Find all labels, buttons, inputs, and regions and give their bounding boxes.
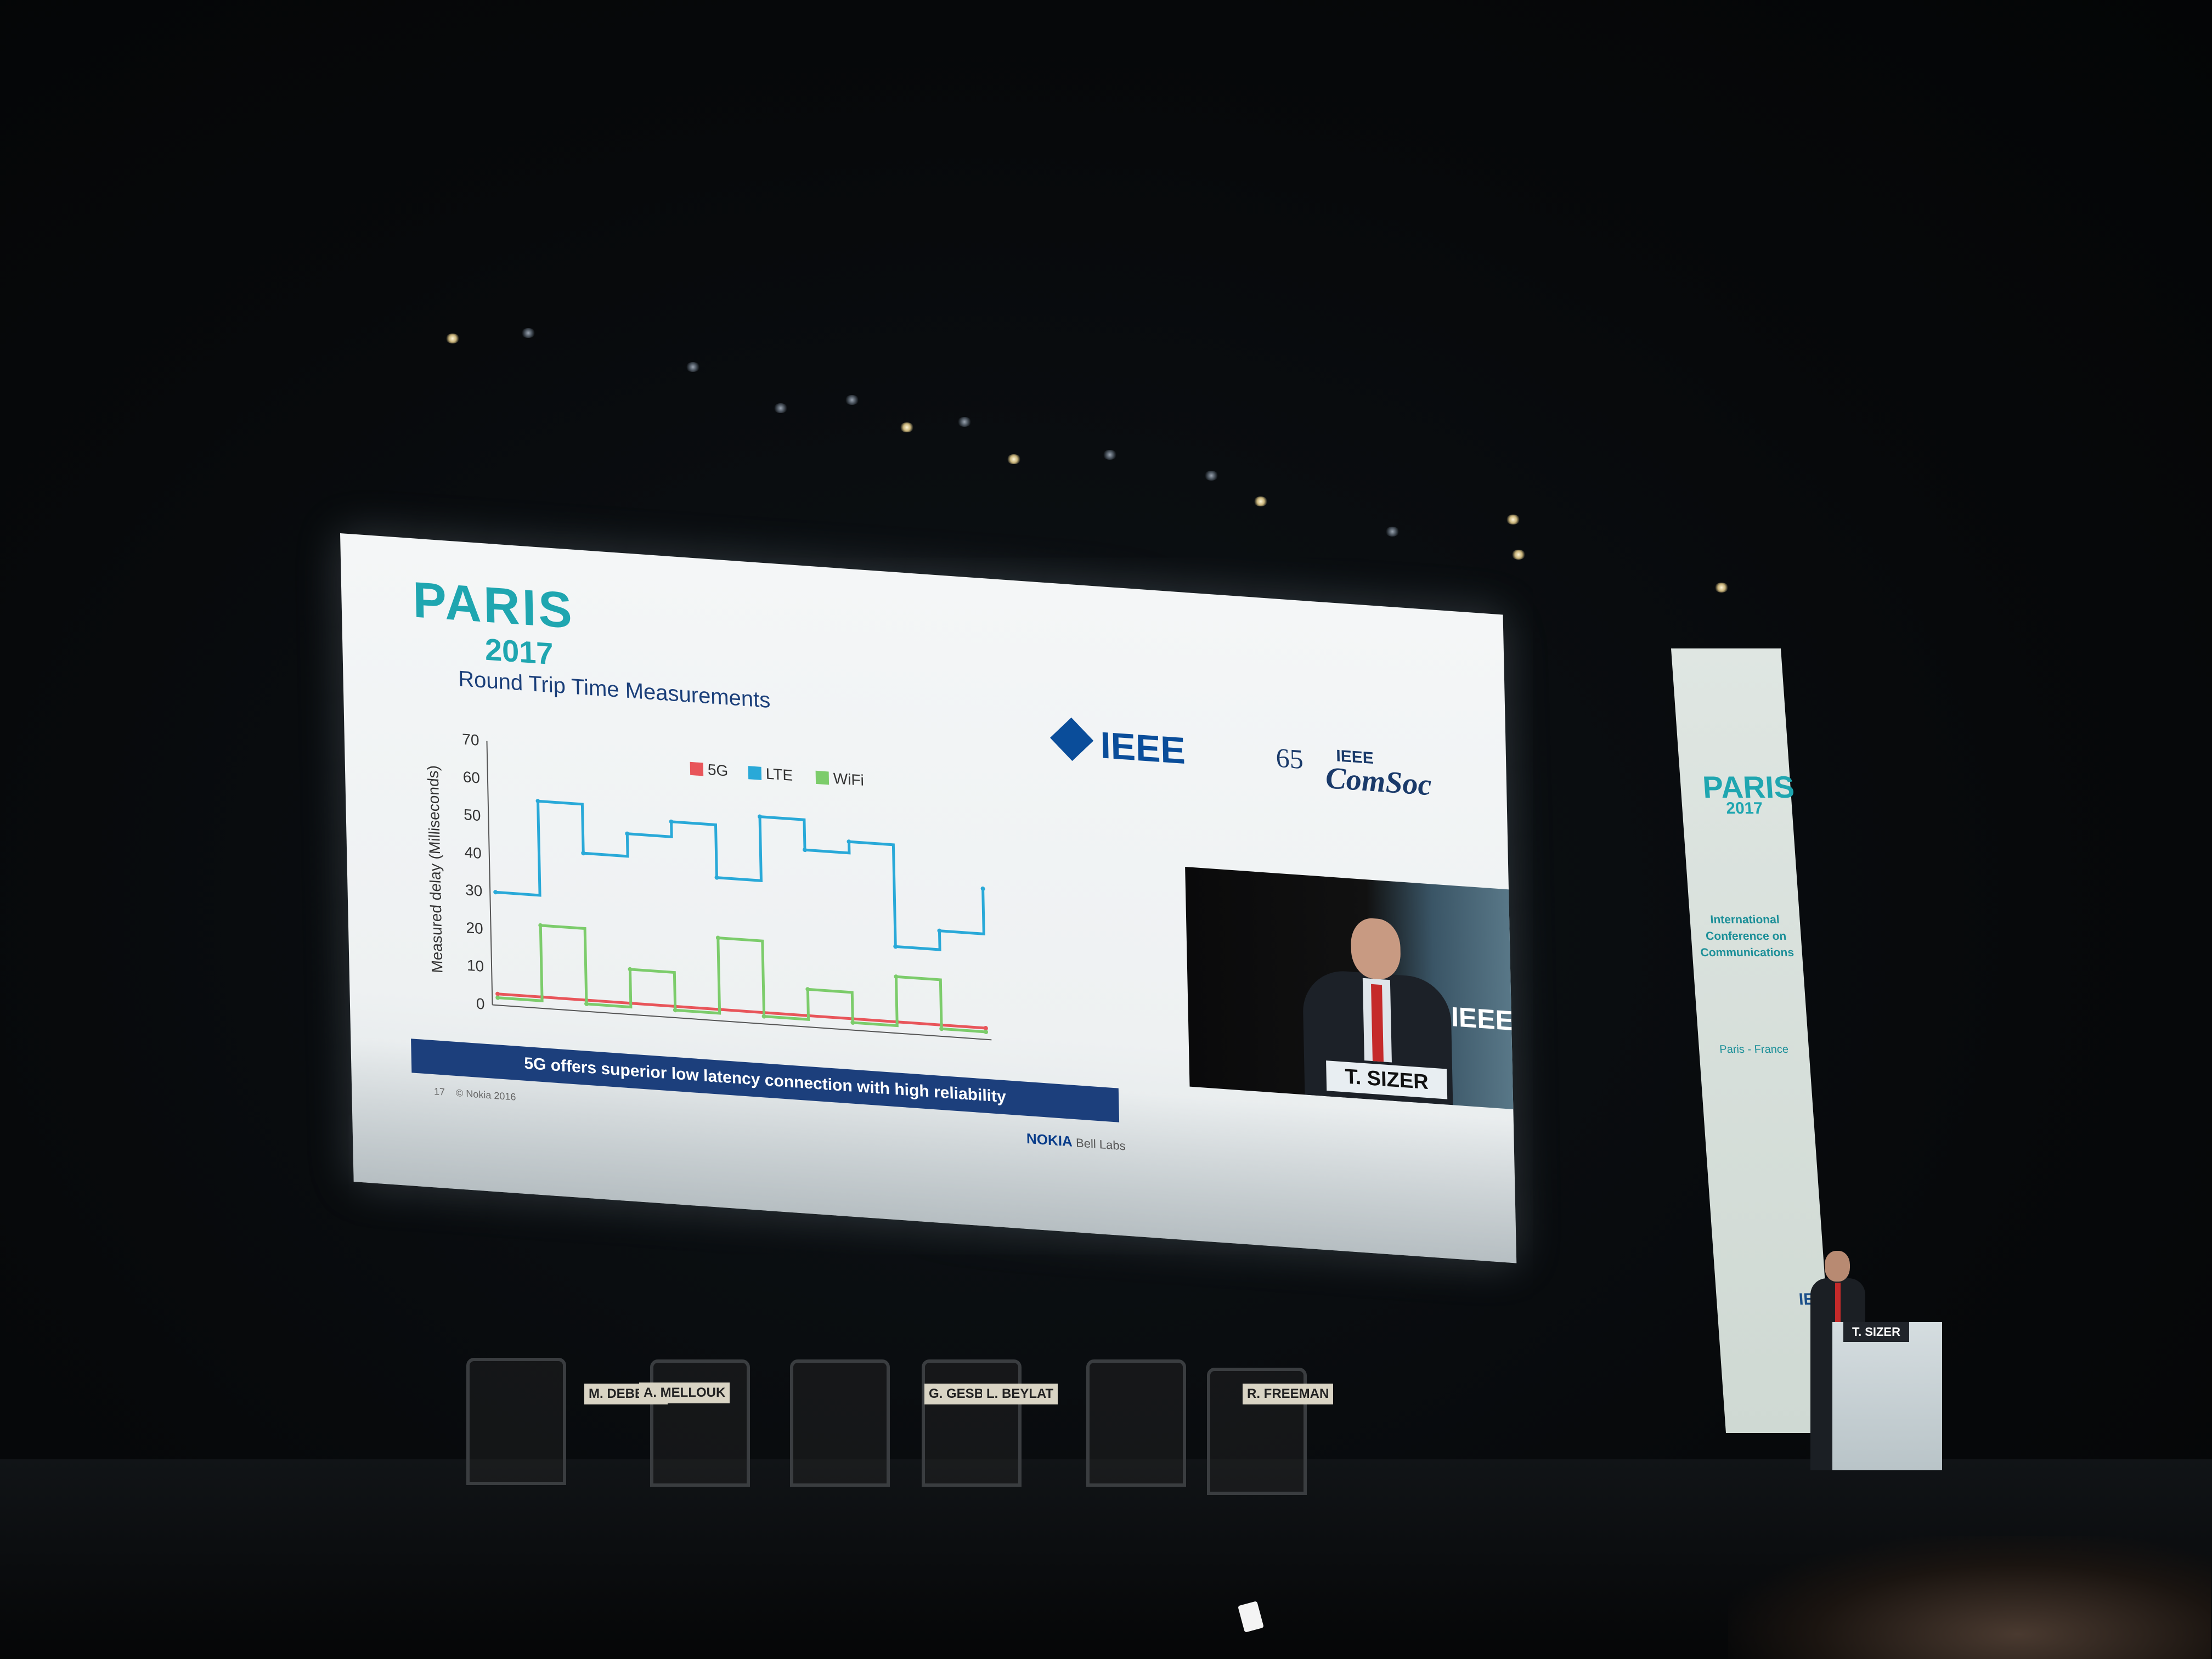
ceiling-light <box>900 422 914 432</box>
ceiling-light <box>845 395 859 405</box>
y-tick-label: 70 <box>462 731 479 749</box>
stage-chair <box>650 1359 750 1487</box>
stage-chair <box>466 1358 566 1485</box>
rtt-chart-svg: Measured delay (Milliseconds) 0 10 20 30 40 50… <box>425 731 992 1041</box>
nokia-text: NOKIA <box>1026 1130 1073 1150</box>
speaker-tie <box>1371 984 1384 1062</box>
data-point-5g <box>983 1026 988 1031</box>
ceiling-light <box>686 362 700 372</box>
data-point-5g <box>495 991 500 996</box>
ceiling-light <box>774 403 788 413</box>
data-point-wifi <box>805 987 810 992</box>
ceiling-light <box>1714 583 1729 592</box>
slide-title: Round Trip Time Measurements <box>458 667 771 713</box>
ceiling-light <box>1511 550 1526 560</box>
legend-label: 5G <box>708 761 729 780</box>
icc-paris-logo: PARIS <box>412 572 575 639</box>
data-point-lte <box>625 831 630 836</box>
nameplate: L. BEYLAT <box>982 1384 1058 1404</box>
stage-chair <box>1086 1359 1186 1487</box>
legend-swatch <box>748 766 762 780</box>
data-point-lte <box>847 839 851 844</box>
y-axis-label: Measured delay (Milliseconds) <box>425 765 446 974</box>
speaker-head-stage <box>1825 1251 1850 1282</box>
ceiling-light <box>521 328 535 338</box>
ieee-logo-text: IEEE <box>1099 724 1186 772</box>
data-point-wifi <box>894 974 899 979</box>
series-line-lte <box>495 799 985 951</box>
series-line-wifi <box>498 924 986 1034</box>
rtt-chart: Measured delay (Milliseconds) 0 10 20 30 40 50… <box>404 713 1014 1063</box>
banner-year: 2017 <box>1725 799 1764 817</box>
data-point-lte <box>714 875 719 880</box>
data-point-wifi <box>984 1029 989 1034</box>
ieee-diamond-icon <box>1050 717 1094 761</box>
stage-chair <box>922 1359 1022 1487</box>
projection-screen: PARIS 2017 Round Trip Time Measurements … <box>340 533 1517 1263</box>
comsoc-logo: 65 IEEE ComSoc <box>1276 742 1485 817</box>
page-number: 17 <box>433 1086 445 1098</box>
live-video-inset: IEEE T. SIZER <box>1185 867 1517 1110</box>
ceiling-light <box>957 417 972 427</box>
data-point-wifi <box>584 1001 589 1006</box>
stage-chair <box>790 1359 890 1487</box>
ceiling-light <box>1204 471 1218 481</box>
speaker-head <box>1350 917 1401 981</box>
data-point-wifi <box>761 1014 766 1019</box>
data-point-lte <box>669 819 674 824</box>
nameplate: A. MELLOUK <box>639 1383 730 1403</box>
y-axis-line <box>486 741 493 1005</box>
y-tick-label: 0 <box>476 995 485 1013</box>
data-point-wifi <box>495 995 500 1000</box>
audience-silhouette <box>1728 1536 2211 1659</box>
podium-nameplate: T. SIZER <box>1843 1322 1909 1342</box>
data-point-wifi <box>850 1020 855 1025</box>
data-point-wifi <box>538 923 543 928</box>
y-tick-label: 40 <box>464 844 482 862</box>
data-point-wifi <box>628 967 633 972</box>
ceiling-light <box>1103 450 1117 460</box>
y-tick-label: 50 <box>464 806 481 824</box>
ieee-logo: IEEE <box>1050 716 1271 781</box>
speaker-tie-stage <box>1835 1283 1841 1327</box>
podium: T. SIZER <box>1832 1322 1942 1470</box>
data-point-wifi <box>939 1026 944 1031</box>
legend-label: WiFi <box>833 770 865 789</box>
data-point-lte <box>893 944 898 949</box>
comsoc-years: 65 <box>1276 742 1304 775</box>
banner-conference-name: International Conference on Communicatio… <box>1700 913 1795 959</box>
bell-labs-text: Bell Labs <box>1075 1136 1126 1153</box>
comsoc-name: ComSoc <box>1325 760 1432 803</box>
data-point-lte <box>937 928 942 933</box>
ceiling-light <box>445 334 460 343</box>
data-point-lte <box>581 851 586 856</box>
data-point-wifi <box>715 935 720 940</box>
data-point-lte <box>980 886 985 891</box>
y-tick-label: 20 <box>466 919 483 937</box>
ceiling-light <box>1385 527 1400 537</box>
banner-place: Paris - France <box>1719 1043 1789 1056</box>
series-line-5g <box>498 992 986 1030</box>
y-tick-label: 30 <box>465 881 483 899</box>
ceiling-light <box>1254 496 1268 506</box>
data-point-wifi <box>673 1008 678 1013</box>
y-tick-label: 10 <box>467 957 484 975</box>
ceiling-light <box>1506 515 1520 524</box>
data-point-lte <box>535 799 540 804</box>
nameplate: R. FREEMAN <box>1243 1384 1334 1404</box>
legend-label: LTE <box>766 765 793 783</box>
data-point-lte <box>493 890 498 895</box>
y-tick-label: 60 <box>462 768 480 786</box>
data-point-lte <box>803 848 808 853</box>
data-point-lte <box>757 814 762 819</box>
legend-swatch <box>690 761 704 776</box>
icc-paris-logo-year: 2017 <box>484 631 554 672</box>
x-axis-line <box>492 1004 992 1041</box>
video-ieee-sign: IEEE <box>1451 1001 1514 1037</box>
ceiling-light <box>1007 454 1021 464</box>
legend-swatch <box>815 770 830 785</box>
